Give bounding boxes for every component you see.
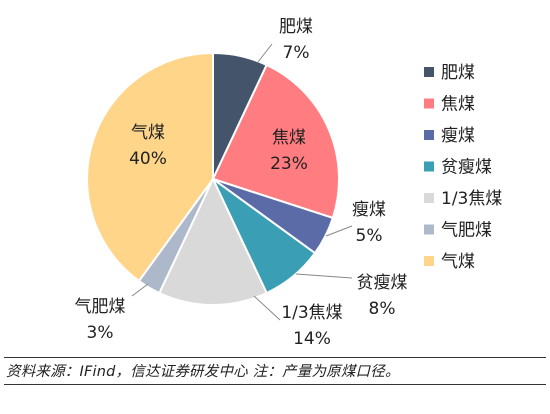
slice-name-label: 焦煤 (272, 128, 306, 148)
slice-value-label: 7% (283, 43, 310, 63)
slice-name-label: 贫瘦煤 (357, 273, 408, 293)
legend-swatch (424, 256, 434, 266)
leader-line-6 (131, 283, 149, 297)
pie-slice-5 (158, 176, 268, 307)
pie-slice-7 (86, 51, 214, 283)
legend-swatch (424, 98, 434, 109)
pie-slices (86, 51, 340, 307)
leader-lines (131, 43, 353, 321)
slice-name-label: 瘦煤 (352, 200, 386, 220)
slice-name-label: 气肥煤 (75, 297, 126, 317)
slice-name-label: 1/3焦煤 (281, 303, 342, 323)
legend-label: 肥煤 (441, 63, 475, 83)
slice-value-label: 5% (356, 226, 383, 246)
legend-swatch (424, 130, 434, 140)
slice-value-label: 8% (369, 299, 396, 319)
leader-line-4 (295, 273, 353, 279)
slice-name-label: 气煤 (131, 123, 165, 143)
footer-bottom-rule (4, 384, 546, 385)
slice-value-label: 23% (270, 154, 308, 174)
footer-top-rule (4, 357, 546, 358)
legend-label: 1/3焦煤 (441, 189, 502, 209)
legend-swatch (424, 193, 434, 203)
legend-label: 焦煤 (441, 95, 475, 115)
source-note: 资料来源：IFind，信达证券研发中心 注：产量为原煤口径。 (6, 364, 400, 380)
slice-name-label: 肥煤 (279, 17, 313, 37)
legend-swatch (424, 224, 434, 235)
slice-value-label: 40% (129, 149, 167, 169)
legend-label: 瘦煤 (441, 126, 475, 146)
leader-line-3 (325, 225, 353, 237)
legend-label: 气煤 (441, 252, 475, 272)
slice-value-label: 14% (293, 329, 331, 349)
legend-swatch (424, 161, 434, 172)
legend-swatch (424, 67, 434, 77)
legend-label: 气肥煤 (441, 221, 492, 241)
pie-chart: 肥煤 7% 焦煤 23% 瘦煤 5% 贫瘦煤 8% 1/3焦煤 14% 气肥煤 3% 气煤 40% 肥煤焦… (75, 17, 503, 349)
data-labels: 肥煤 7% 焦煤 23% 瘦煤 5% 贫瘦煤 8% 1/3焦煤 14% 气肥煤 3% 气煤 40% (75, 17, 408, 349)
legend-label: 贫瘦煤 (441, 158, 492, 178)
slice-value-label: 3% (87, 323, 114, 343)
leader-line-1 (257, 43, 273, 63)
leader-line-5 (253, 295, 281, 321)
pie-slice-2 (211, 63, 340, 220)
